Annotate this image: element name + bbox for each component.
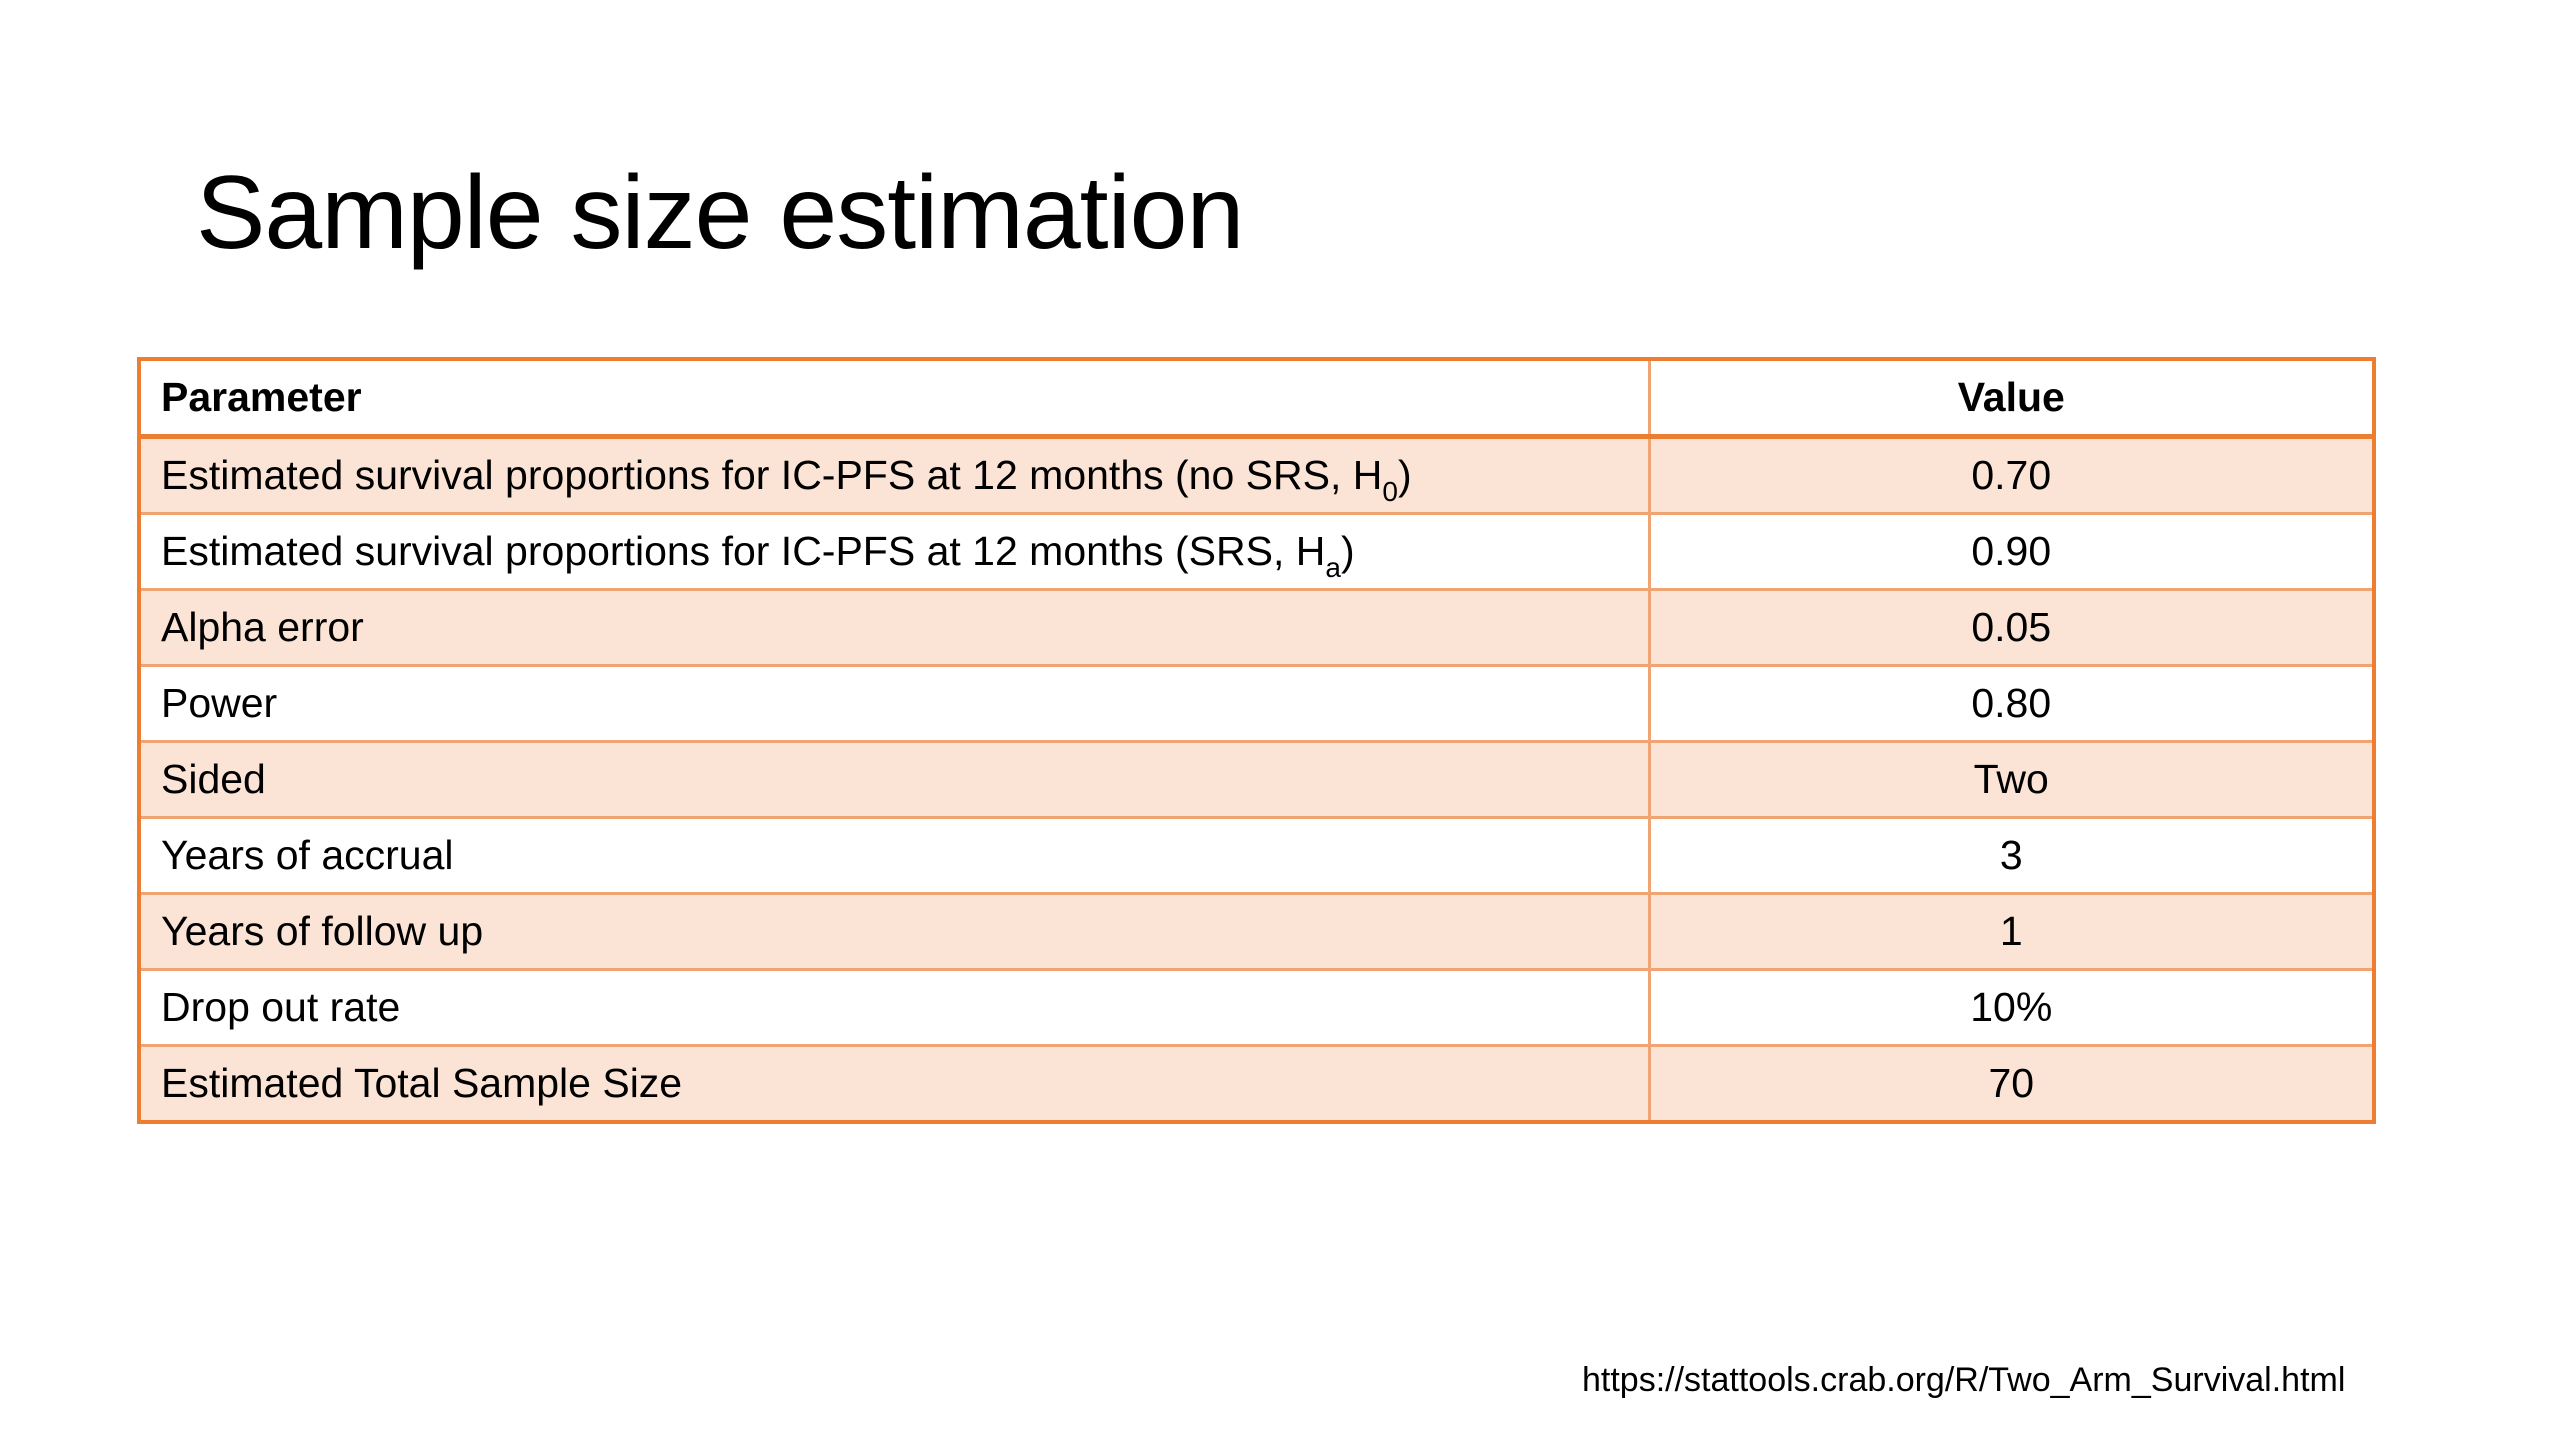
slide-title: Sample size estimation [196, 155, 1244, 271]
parameter-text-tail: ) [1397, 452, 1412, 498]
table-row: Estimated survival proportions for IC-PF… [137, 512, 2376, 591]
table-row: Alpha error 0.05 [137, 588, 2376, 667]
parameter-cell: Years of follow up [137, 892, 1651, 971]
value-cell: 3 [1647, 816, 2376, 895]
value-cell: 0.80 [1647, 664, 2376, 743]
value-cell: 1 [1647, 892, 2376, 971]
parameter-subscript: 0 [1382, 476, 1398, 507]
value-cell: Two [1647, 740, 2376, 819]
parameter-subscript: a [1325, 552, 1341, 583]
table-row: Years of accrual 3 [137, 816, 2376, 895]
source-url[interactable]: https://stattools.crab.org/R/Two_Arm_Sur… [1582, 1361, 2346, 1399]
parameter-cell: Years of accrual [137, 816, 1651, 895]
table-row: Sided Two [137, 740, 2376, 819]
parameter-text: Estimated survival proportions for IC-PF… [161, 528, 1326, 574]
table-row: Power 0.80 [137, 664, 2376, 743]
value-cell: 0.05 [1647, 588, 2376, 667]
header-value: Value [1647, 357, 2376, 439]
table-row: Years of follow up 1 [137, 892, 2376, 971]
parameter-text-tail: ) [1340, 528, 1355, 574]
table-row: Estimated survival proportions for IC-PF… [137, 435, 2376, 515]
parameter-cell: Estimated survival proportions for IC-PF… [137, 512, 1651, 591]
table-row: Drop out rate 10% [137, 968, 2376, 1047]
value-cell: 0.70 [1647, 435, 2376, 515]
value-cell: 70 [1647, 1044, 2376, 1124]
table-row: Estimated Total Sample Size 70 [137, 1044, 2376, 1124]
parameter-cell: Estimated survival proportions for IC-PF… [137, 435, 1651, 515]
header-parameter: Parameter [137, 357, 1651, 439]
parameter-text: Estimated survival proportions for IC-PF… [161, 452, 1383, 498]
parameter-cell: Power [137, 664, 1651, 743]
parameter-cell: Estimated Total Sample Size [137, 1044, 1651, 1124]
value-cell: 10% [1647, 968, 2376, 1047]
parameter-table: Parameter Value Estimated survival propo… [137, 357, 2376, 1124]
table-header-row: Parameter Value [137, 357, 2376, 439]
value-cell: 0.90 [1647, 512, 2376, 591]
parameter-cell: Sided [137, 740, 1651, 819]
parameter-cell: Drop out rate [137, 968, 1651, 1047]
parameter-cell: Alpha error [137, 588, 1651, 667]
